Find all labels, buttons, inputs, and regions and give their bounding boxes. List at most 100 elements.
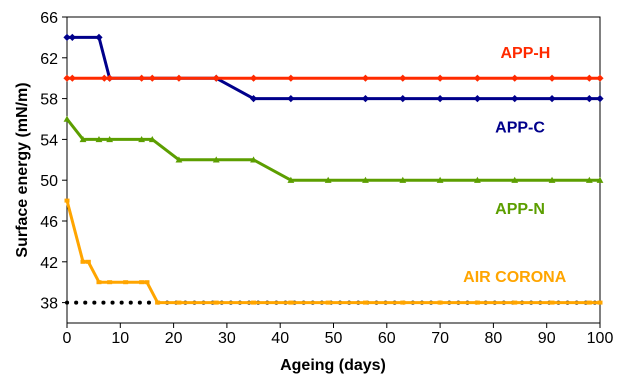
data-point	[597, 300, 603, 305]
x-tick-label: 80	[485, 330, 503, 347]
data-point	[437, 300, 443, 305]
x-tick-label: 90	[538, 330, 556, 347]
x-tick-label: 40	[271, 330, 289, 347]
data-point	[287, 74, 295, 82]
data-point	[175, 74, 183, 82]
data-point	[64, 198, 70, 203]
y-tick-label: 66	[40, 10, 58, 27]
data-point	[585, 95, 593, 103]
data-point	[250, 156, 257, 163]
data-point	[585, 176, 593, 183]
data-point	[68, 74, 76, 82]
data-point	[106, 136, 114, 143]
data-point	[511, 95, 519, 103]
data-point	[548, 176, 556, 183]
y-axis: 38 42 46 50 54 58 62 66	[40, 10, 67, 313]
x-tick-label: 100	[587, 330, 614, 347]
data-point	[63, 33, 71, 41]
series-label-app-h: APP-H	[500, 45, 550, 62]
data-point	[212, 74, 220, 82]
data-point	[68, 33, 76, 41]
y-tick-label: 42	[40, 255, 58, 272]
data-point	[288, 300, 294, 305]
data-point	[436, 95, 444, 103]
data-point	[511, 176, 519, 183]
x-tick-label: 70	[431, 330, 449, 347]
data-point	[548, 74, 556, 82]
data-point	[251, 300, 257, 305]
data-point	[548, 95, 556, 103]
data-point	[100, 74, 108, 82]
x-axis-title: Ageing (days)	[280, 357, 386, 374]
data-point	[63, 74, 71, 82]
data-point	[176, 300, 182, 305]
data-point	[511, 74, 519, 82]
y-tick-label: 38	[40, 296, 58, 313]
data-point	[596, 176, 604, 183]
data-point	[325, 300, 331, 305]
data-point	[362, 300, 368, 305]
data-point	[324, 176, 332, 183]
series-label-app-n: APP-N	[495, 201, 545, 218]
data-point	[361, 74, 370, 82]
x-tick-label: 60	[378, 330, 396, 347]
y-tick-label: 46	[40, 214, 58, 231]
data-point	[549, 300, 555, 305]
data-point	[400, 300, 406, 305]
series-layer	[63, 33, 604, 305]
data-point	[512, 300, 518, 305]
data-point	[399, 74, 407, 82]
data-point	[249, 74, 258, 82]
data-point	[63, 115, 71, 122]
series-labels: APP-H APP-C APP-N AIR CORONA	[463, 45, 567, 286]
series-label-air-corona: AIR CORONA	[463, 269, 567, 286]
data-point	[80, 259, 86, 264]
plot-area	[66, 16, 601, 324]
data-point	[249, 95, 258, 103]
data-point	[474, 300, 480, 305]
data-point	[79, 136, 87, 143]
x-tick-label: 0	[63, 330, 72, 347]
x-tick-label: 10	[111, 330, 129, 347]
data-point	[138, 74, 146, 82]
series-app-h	[63, 74, 604, 82]
data-point	[596, 74, 604, 82]
data-point	[212, 156, 220, 163]
data-point	[95, 33, 103, 41]
y-tick-label: 50	[40, 173, 58, 190]
y-tick-label: 54	[40, 132, 58, 149]
data-point	[144, 280, 150, 285]
data-point	[107, 280, 113, 285]
data-point	[96, 280, 102, 285]
plot-frame	[66, 16, 601, 324]
data-point	[95, 136, 103, 143]
data-point	[106, 74, 114, 82]
data-point	[139, 280, 145, 285]
x-tick-label: 20	[165, 330, 183, 347]
data-point	[148, 136, 156, 143]
data-point	[287, 176, 295, 183]
series-app-n	[63, 115, 604, 183]
data-point	[155, 300, 161, 305]
y-tick-label: 62	[40, 51, 58, 68]
series-line	[65, 200, 600, 305]
data-point	[148, 74, 156, 82]
data-point	[287, 95, 295, 103]
x-axis: 0 10 20 30 40 50 60 70 80 90 100	[63, 323, 614, 347]
data-point	[85, 259, 91, 264]
data-point	[474, 176, 481, 183]
y-axis-title: Surface energy (mN/m)	[14, 82, 31, 257]
x-tick-label: 30	[218, 330, 236, 347]
data-point	[213, 300, 219, 305]
data-point	[586, 300, 592, 305]
data-point	[361, 95, 370, 103]
data-point	[138, 136, 146, 143]
data-point	[436, 74, 444, 82]
data-point	[362, 176, 369, 183]
x-tick-label: 50	[325, 330, 343, 347]
series-air-corona	[64, 198, 603, 305]
data-point	[436, 176, 444, 183]
data-point	[473, 95, 482, 103]
y-tick-label: 58	[40, 92, 58, 109]
